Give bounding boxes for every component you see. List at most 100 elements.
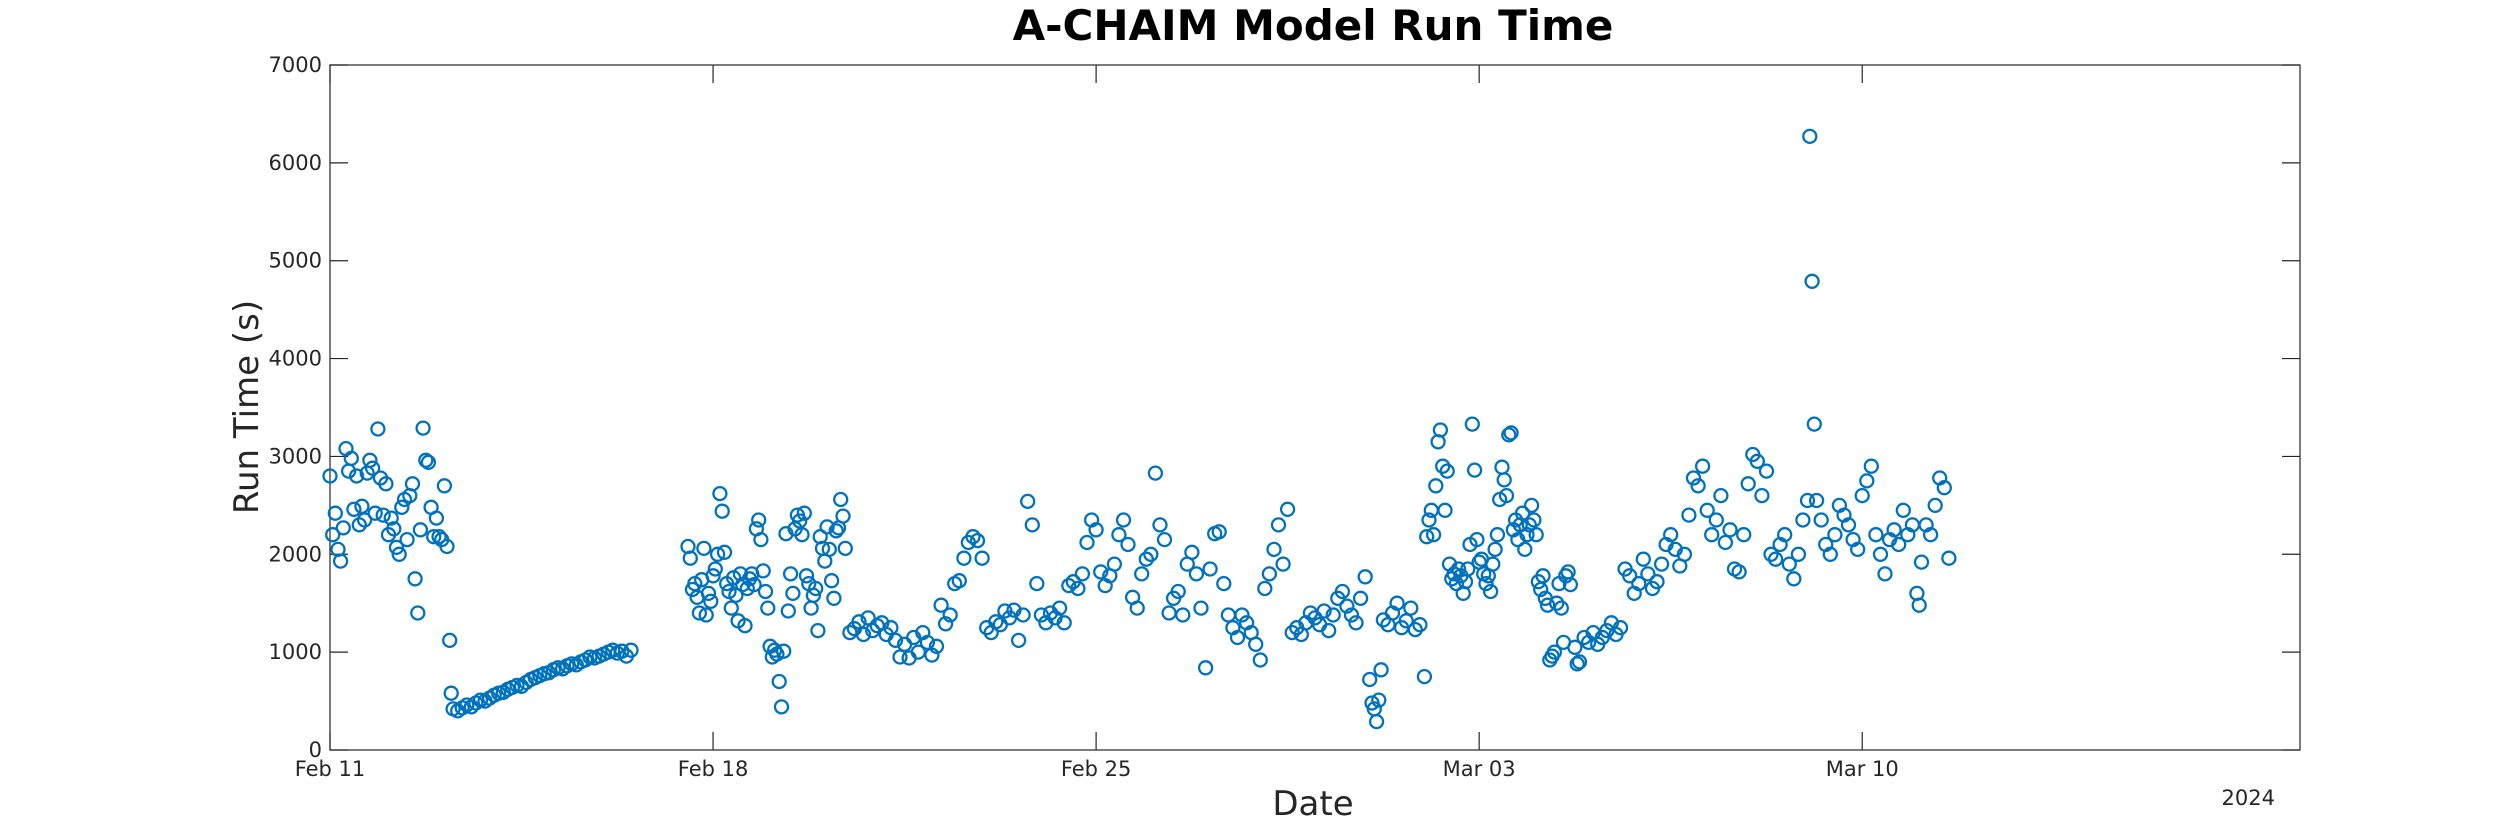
x-axis-label: Date bbox=[1272, 784, 1353, 824]
data-point bbox=[1147, 465, 1164, 481]
data-point bbox=[700, 585, 717, 602]
scatter-series bbox=[322, 128, 1957, 730]
data-point bbox=[746, 576, 762, 593]
data-point bbox=[696, 540, 712, 557]
data-point bbox=[698, 607, 714, 623]
data-point bbox=[354, 498, 370, 514]
year-label: 2024 bbox=[2222, 786, 2275, 810]
data-point bbox=[335, 520, 351, 536]
data-point bbox=[1106, 556, 1123, 572]
data-point bbox=[364, 460, 381, 476]
data-point bbox=[404, 476, 421, 492]
data-point bbox=[1519, 527, 1535, 543]
data-point bbox=[1526, 512, 1542, 528]
data-point bbox=[1635, 551, 1651, 567]
data-point bbox=[1808, 492, 1825, 509]
data-point bbox=[1419, 529, 1435, 545]
data-point bbox=[860, 610, 876, 626]
data-point bbox=[1435, 458, 1451, 474]
data-point bbox=[1343, 607, 1360, 623]
data-point bbox=[439, 538, 455, 555]
data-point bbox=[942, 607, 958, 623]
data-point bbox=[1248, 636, 1264, 652]
data-point bbox=[410, 605, 426, 621]
data-point bbox=[1501, 427, 1517, 443]
data-point bbox=[332, 553, 349, 569]
data-point bbox=[1234, 607, 1250, 623]
data-point bbox=[1786, 571, 1802, 587]
y-tick-label: 2000 bbox=[269, 542, 322, 566]
data-point bbox=[1713, 487, 1729, 504]
data-point bbox=[1138, 551, 1154, 567]
data-point bbox=[1868, 527, 1884, 543]
data-point bbox=[1152, 517, 1168, 533]
data-point bbox=[1799, 492, 1816, 509]
data-point bbox=[1571, 654, 1588, 670]
data-point bbox=[737, 618, 753, 634]
data-point bbox=[1093, 564, 1109, 580]
data-point bbox=[327, 505, 343, 521]
data-point bbox=[1911, 597, 1927, 613]
data-point bbox=[1694, 458, 1711, 474]
data-point bbox=[375, 507, 391, 523]
data-point bbox=[1740, 476, 1756, 492]
data-point bbox=[1074, 566, 1091, 582]
data-point bbox=[1653, 556, 1670, 572]
data-point bbox=[1781, 556, 1797, 572]
data-point bbox=[1120, 536, 1136, 553]
data-point bbox=[1690, 478, 1706, 494]
data-point bbox=[1640, 566, 1656, 582]
y-tick-label: 4000 bbox=[269, 347, 322, 371]
data-point bbox=[1822, 546, 1838, 562]
y-tick-label: 5000 bbox=[269, 249, 322, 273]
data-point bbox=[1134, 566, 1150, 582]
data-point bbox=[1699, 502, 1715, 518]
data-point bbox=[1895, 502, 1911, 518]
data-point bbox=[1403, 600, 1419, 616]
data-point bbox=[1649, 574, 1665, 590]
data-point bbox=[1676, 546, 1693, 562]
data-point bbox=[1872, 546, 1889, 562]
data-point bbox=[1129, 600, 1145, 616]
y-tick-label: 7000 bbox=[269, 53, 322, 77]
data-point bbox=[1412, 617, 1428, 633]
data-point bbox=[796, 505, 812, 521]
data-point bbox=[1115, 512, 1132, 528]
data-point bbox=[348, 468, 365, 484]
data-point bbox=[418, 452, 434, 468]
data-point bbox=[703, 593, 719, 609]
data-point bbox=[1553, 600, 1569, 616]
data-point bbox=[1763, 546, 1779, 562]
data-point bbox=[1827, 527, 1843, 543]
data-point bbox=[769, 646, 785, 662]
data-point bbox=[1704, 527, 1720, 543]
y-tick-label: 3000 bbox=[269, 444, 322, 468]
data-point bbox=[1416, 668, 1433, 685]
data-point bbox=[887, 632, 904, 649]
data-point bbox=[1523, 497, 1540, 514]
chart-title: A-CHAIM Model Run Time bbox=[1013, 1, 1614, 50]
data-point bbox=[828, 523, 844, 539]
data-point bbox=[1275, 556, 1291, 572]
data-point bbox=[1599, 622, 1615, 639]
data-point bbox=[821, 541, 837, 558]
data-point bbox=[1517, 541, 1533, 558]
y-tick-label: 6000 bbox=[269, 151, 322, 175]
data-point bbox=[1216, 575, 1232, 592]
data-point bbox=[1111, 527, 1127, 543]
data-point bbox=[378, 476, 394, 492]
data-point bbox=[1663, 527, 1679, 543]
data-point bbox=[1631, 575, 1647, 592]
data-point bbox=[794, 527, 810, 543]
data-point bbox=[919, 634, 936, 651]
x-tick-label: Mar 10 bbox=[1826, 757, 1899, 781]
data-point bbox=[1731, 564, 1747, 580]
data-point bbox=[709, 546, 726, 562]
y-tick-label: 1000 bbox=[269, 640, 322, 664]
data-point bbox=[780, 603, 796, 619]
data-point bbox=[1175, 607, 1191, 623]
data-point bbox=[1850, 541, 1866, 558]
data-point bbox=[407, 571, 423, 587]
data-point bbox=[1252, 652, 1268, 668]
data-point bbox=[826, 590, 842, 606]
